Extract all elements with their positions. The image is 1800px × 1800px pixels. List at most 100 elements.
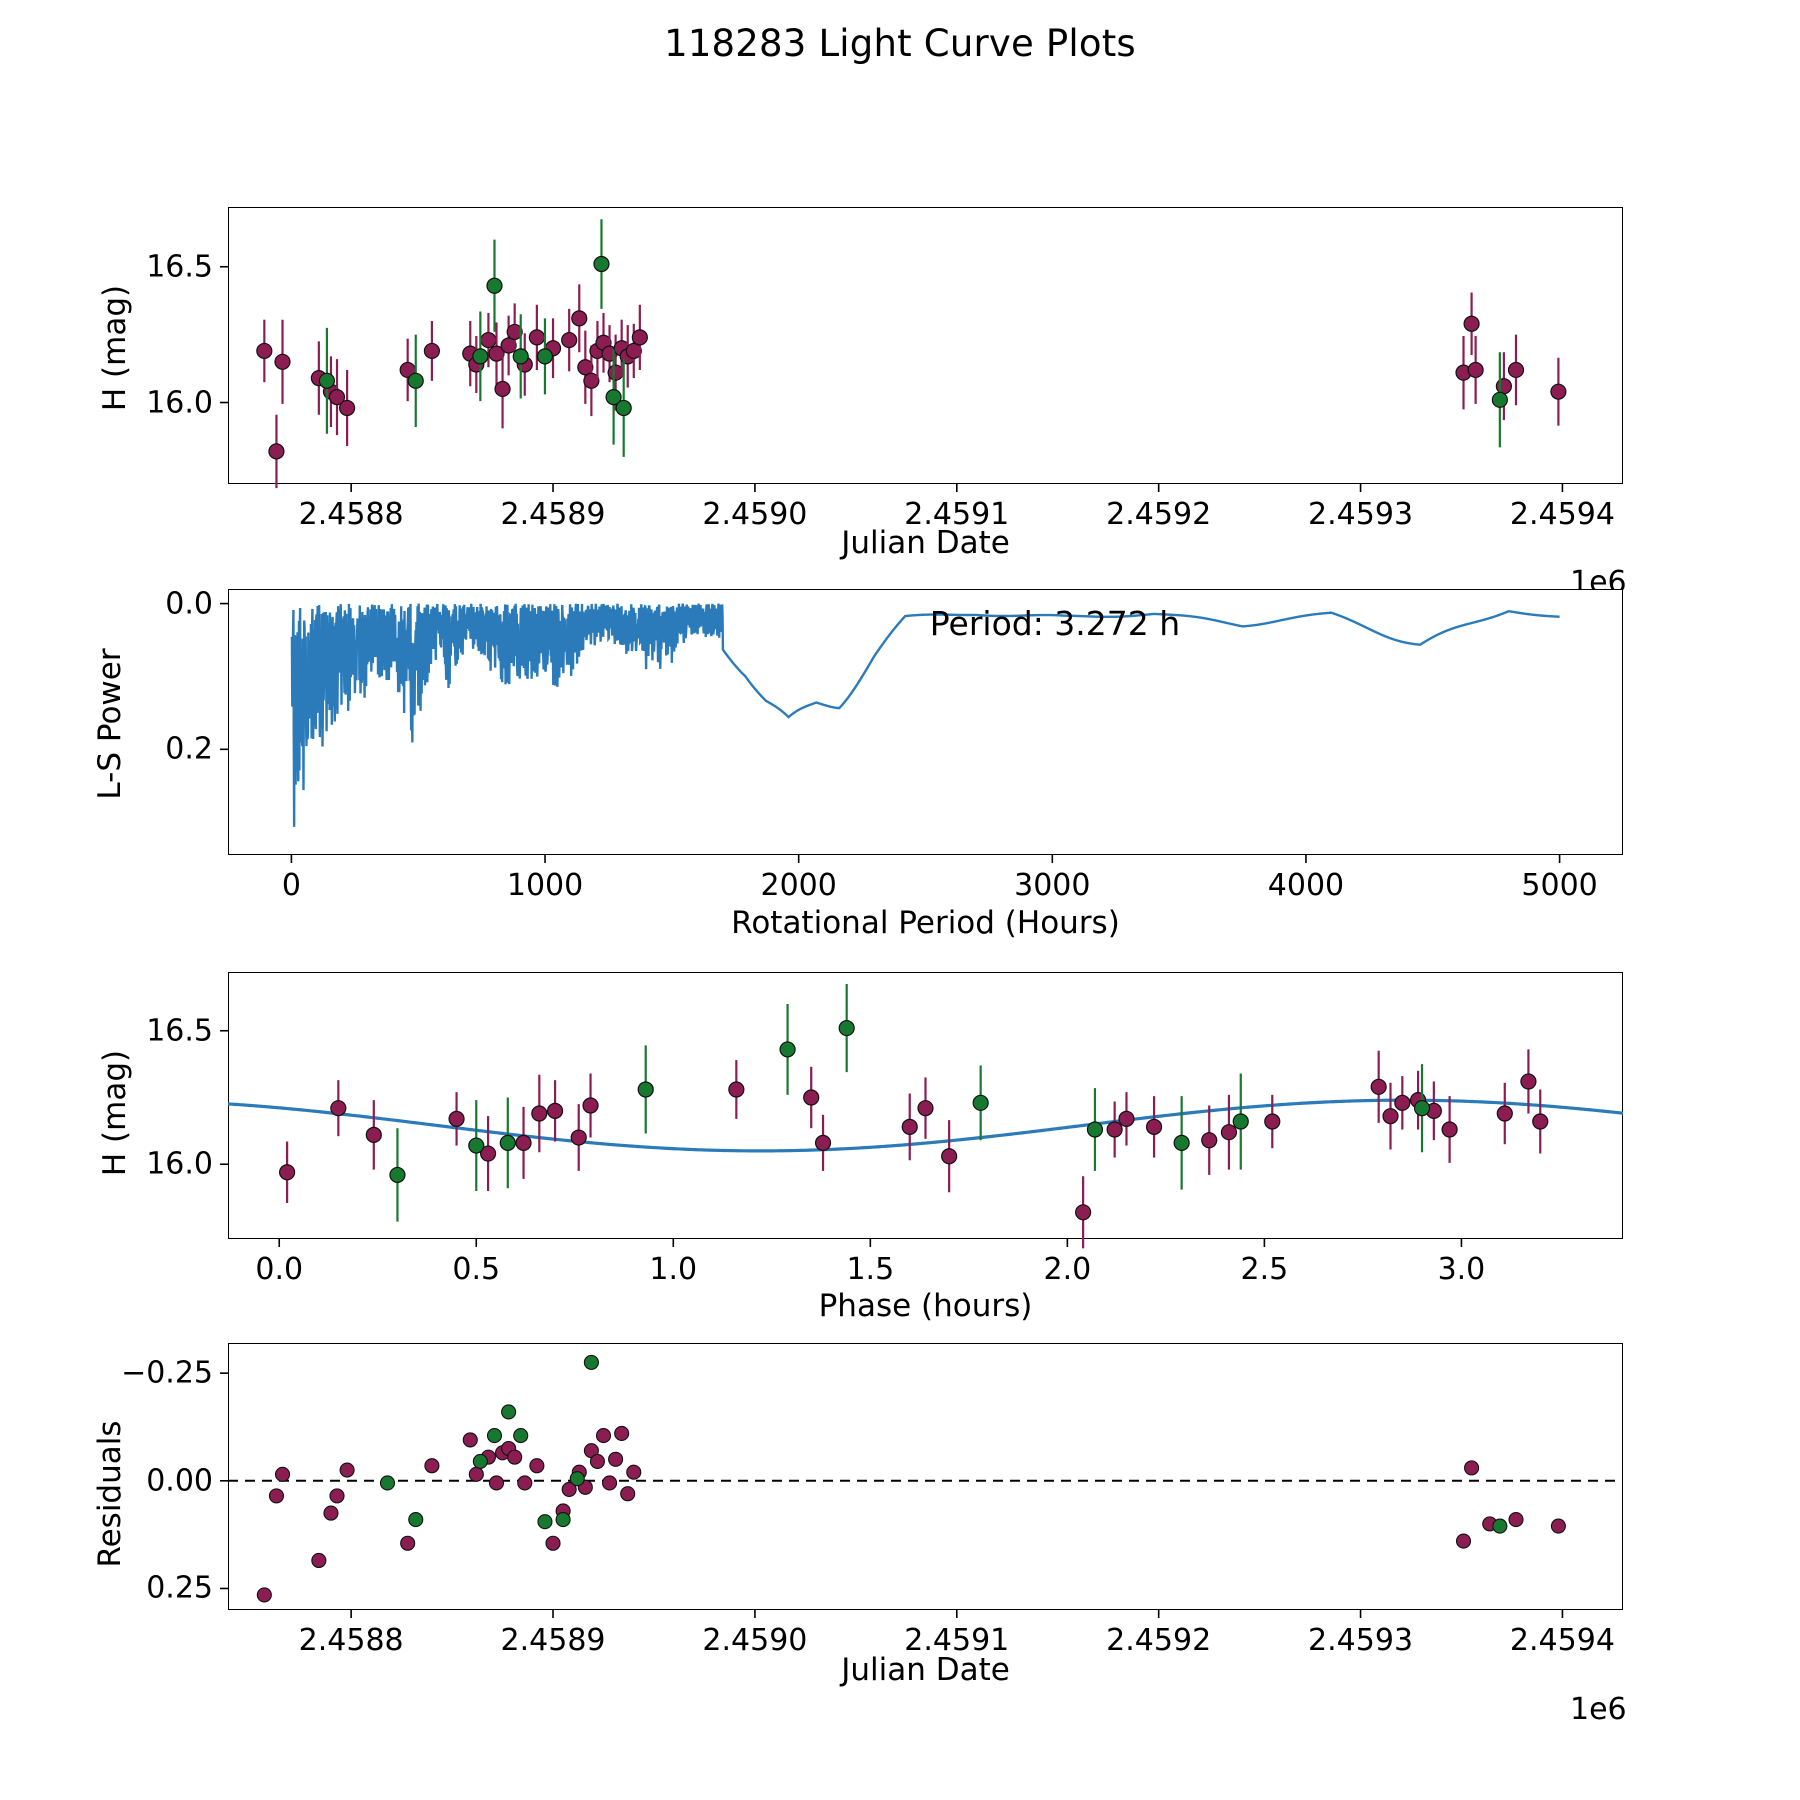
xtick-label: 2.4590 (702, 1623, 808, 1658)
residual-point (608, 1451, 624, 1467)
data-point (500, 337, 517, 354)
data-point (631, 329, 648, 346)
residual-point (1455, 1533, 1472, 1549)
xtick-label: 2.4593 (1308, 497, 1414, 532)
xtick-label: 2.5 (1240, 1252, 1289, 1287)
period-annotation: Period: 3.272 h (929, 604, 1181, 643)
data-point (1413, 1100, 1431, 1117)
residual-point (614, 1425, 630, 1441)
xtick-label: 2.4589 (500, 1623, 606, 1658)
xlabel-phased: Phase (hours) (818, 1288, 1033, 1324)
data-point (1220, 1124, 1238, 1141)
xtick-label: 3.0 (1437, 1252, 1486, 1287)
data-point (515, 1134, 532, 1151)
residual-point (274, 1466, 291, 1482)
periodogram-line (290, 603, 1560, 827)
xlabel-periodogram: Rotational Period (Hours) (731, 905, 1120, 941)
xtick-label: 2.4594 (1509, 497, 1615, 532)
xtick-label: 1000 (506, 868, 584, 903)
data-point (561, 331, 578, 349)
ytick-label: 0.0 (165, 586, 213, 622)
data-point (1467, 361, 1484, 379)
residual-point (545, 1535, 561, 1551)
data-point (423, 342, 441, 360)
data-point (605, 388, 622, 406)
residual-point (486, 1428, 503, 1444)
data-point (615, 399, 632, 417)
data-point (1507, 361, 1525, 379)
residual-point (507, 1449, 523, 1465)
xtick-label: 0.5 (452, 1252, 501, 1287)
data-point (328, 388, 346, 406)
ytick-label: 16.5 (146, 249, 213, 285)
data-point (1532, 1113, 1549, 1130)
data-point (268, 443, 285, 460)
xtick-label: 1.0 (649, 1252, 698, 1287)
data-point (1550, 383, 1567, 400)
residual-point (408, 1512, 424, 1528)
data-point (365, 1126, 382, 1143)
xlabel-raw: Julian Date (841, 525, 1010, 561)
data-point (330, 1100, 347, 1117)
data-point (728, 1081, 745, 1098)
xlabel-residuals: Julian Date (841, 1652, 1010, 1688)
xtick-label: 4000 (1267, 868, 1345, 903)
residual-point (488, 1475, 505, 1491)
data-point (486, 277, 503, 294)
residual-point (256, 1587, 272, 1603)
figure-title: 118283 Light Curve Plots (664, 22, 1136, 65)
data-point (546, 1102, 564, 1119)
residual-point (569, 1471, 585, 1487)
data-point (499, 1134, 516, 1151)
data-point (577, 359, 594, 376)
data-point (571, 310, 588, 327)
data-point (1145, 1118, 1163, 1135)
data-point (1394, 1094, 1411, 1111)
data-point (389, 1166, 406, 1184)
xtick-label: 2.4589 (500, 497, 606, 532)
xtick-label: 2.4592 (1106, 497, 1212, 532)
xtick-label: 2.4591 (904, 1623, 1010, 1658)
ytick-label: −0.25 (121, 1355, 213, 1391)
data-point (1441, 1121, 1458, 1138)
xtick-label: 2.4592 (1106, 1623, 1212, 1658)
xtick-label: 5000 (1521, 868, 1598, 903)
axes-frame-residuals (228, 1343, 1623, 1610)
residual-point (517, 1475, 533, 1491)
data-point (583, 372, 600, 389)
residual-point (620, 1486, 636, 1502)
data-point (1491, 391, 1508, 408)
data-point (448, 1110, 465, 1127)
data-point (339, 399, 356, 417)
residual-point (462, 1432, 478, 1448)
data-point (1382, 1108, 1399, 1125)
xtick-label: 1.5 (846, 1252, 895, 1287)
axes-frame-raw (228, 207, 1623, 484)
data-point (803, 1089, 820, 1106)
data-point (274, 353, 291, 370)
data-point (582, 1097, 599, 1114)
ytick-label: 0.00 (146, 1463, 213, 1499)
data-point (1520, 1073, 1537, 1090)
data-point (479, 1145, 497, 1162)
residual-point (424, 1458, 440, 1474)
data-point (972, 1094, 989, 1111)
residual-point (513, 1428, 529, 1444)
xtick-label: 2000 (760, 868, 837, 903)
residual-point (583, 1354, 599, 1370)
residual-point (472, 1453, 488, 1469)
data-point (570, 1129, 587, 1146)
residual-point (329, 1488, 345, 1504)
data-point (488, 345, 505, 362)
residual-point (529, 1458, 545, 1474)
residual-point (268, 1488, 285, 1504)
data-point (279, 1164, 296, 1181)
data-point (318, 372, 336, 389)
